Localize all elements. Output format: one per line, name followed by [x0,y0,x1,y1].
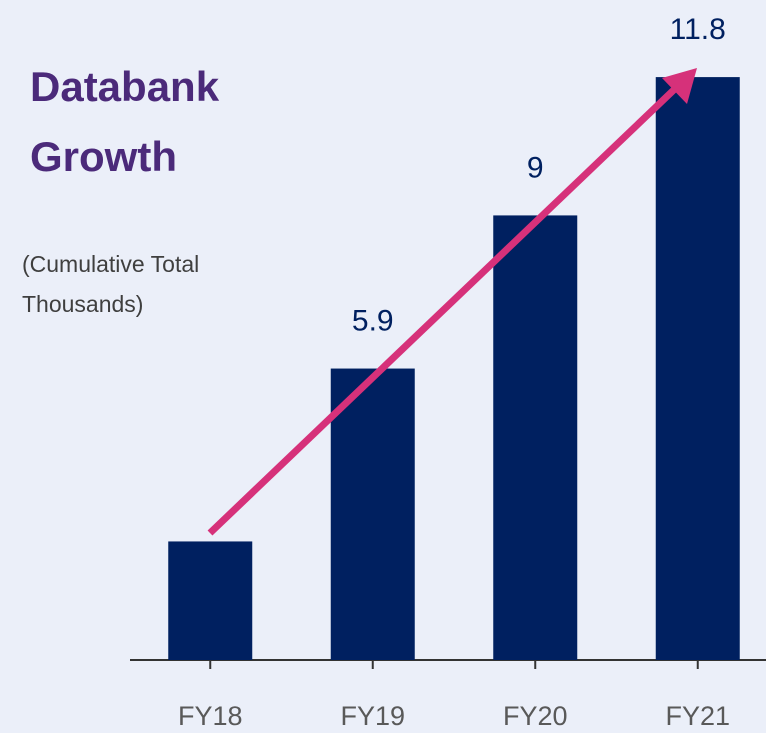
bar [493,215,578,661]
x-tick-label: FY19 [340,701,405,731]
arrow-head [662,68,697,104]
trend-arrow [207,81,683,536]
value-label: 5.9 [352,304,394,337]
value-label: 9 [527,151,544,184]
x-tick-label: FY20 [503,701,568,731]
chart-title: Databank Growth [30,63,220,180]
bar [330,368,415,660]
bar [655,77,740,660]
chart-subtitle: (Cumulative Total Thousands) [22,251,200,317]
bar [168,541,253,660]
value-label: 11.8 [670,13,726,46]
x-tick-label: FY18 [178,701,243,731]
x-tick-label: FY21 [665,701,730,731]
